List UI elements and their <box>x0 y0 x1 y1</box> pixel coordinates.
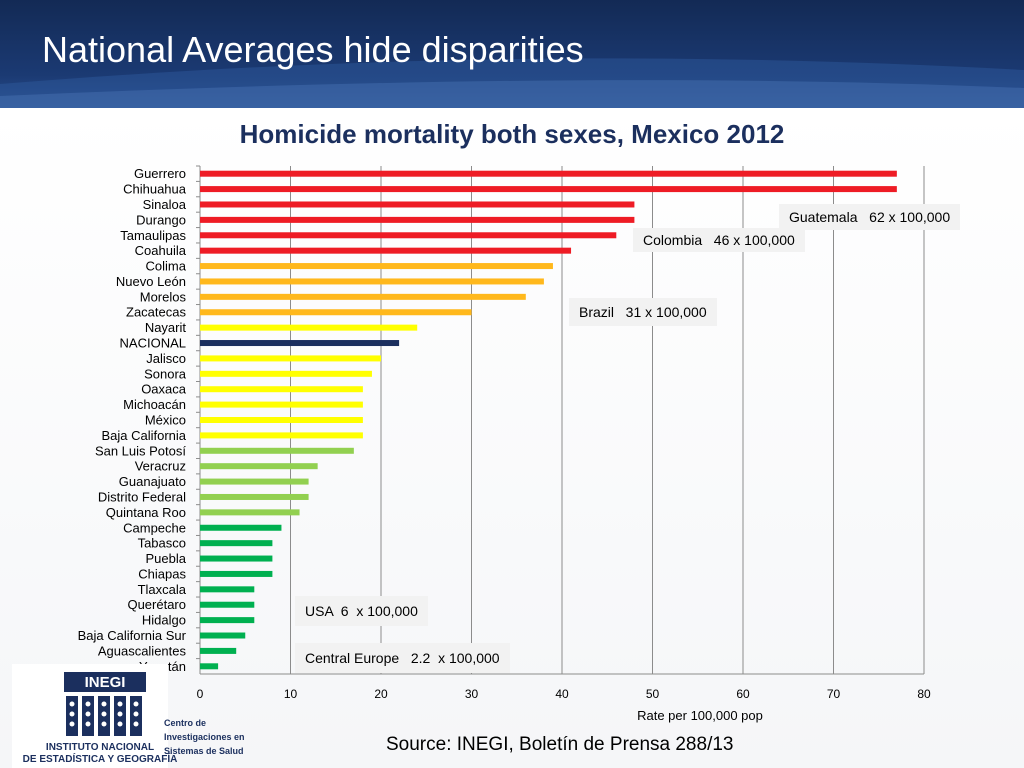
x-axis-label: Rate per 100,000 pop <box>637 708 763 723</box>
category-label: Coahuila <box>135 243 187 258</box>
bar <box>200 647 237 654</box>
category-label: Veracruz <box>135 459 186 474</box>
category-label: Sinaloa <box>143 197 187 212</box>
bar <box>200 309 472 316</box>
bar <box>200 463 318 470</box>
bar <box>200 617 255 624</box>
bar <box>200 524 282 531</box>
category-label: Nuevo León <box>116 274 186 289</box>
category-label: Sonora <box>144 366 187 381</box>
x-tick-label: 0 <box>197 687 204 701</box>
category-label: Chiapas <box>138 566 186 581</box>
x-tick-label: 40 <box>555 687 569 701</box>
category-label: Colima <box>146 259 187 274</box>
header-band <box>0 0 1024 108</box>
category-label: Durango <box>136 212 186 227</box>
bar <box>200 432 363 439</box>
bar <box>200 232 617 239</box>
category-label: Baja California <box>101 428 186 443</box>
category-label: Zacatecas <box>126 305 186 320</box>
bar <box>200 324 418 331</box>
category-label: San Luis Potosí <box>95 443 186 458</box>
bar <box>200 201 635 208</box>
partner-institution-text: Centro de Investigaciones en Sistemas de… <box>164 718 245 756</box>
bar <box>200 570 273 577</box>
bar <box>200 355 381 362</box>
category-label: Michoacán <box>123 397 186 412</box>
category-label: NACIONAL <box>120 336 186 351</box>
bar <box>200 401 363 408</box>
category-label: Jalisco <box>146 351 186 366</box>
category-label: Morelos <box>140 289 187 304</box>
bar <box>200 586 255 593</box>
category-label: Nayarit <box>145 320 187 335</box>
bar <box>200 509 300 516</box>
category-label: Distrito Federal <box>98 489 186 504</box>
inegi-logo: INEGI INSTITUTO NACIONAL DE ESTADÍSTICA … <box>12 664 177 768</box>
source-note: Source: INEGI, Boletín de Prensa 288/13 <box>386 734 734 755</box>
callout-guatemala: Guatemala 62 x 100,000 <box>779 204 961 230</box>
bar <box>200 370 372 377</box>
bar <box>200 493 309 500</box>
callout-usa: USA 6 x 100,000 <box>295 596 428 626</box>
x-tick-label: 10 <box>284 687 298 701</box>
slide-title: National Averages hide disparities <box>42 29 584 70</box>
category-label: Guanajuato <box>119 474 186 489</box>
bar <box>200 632 246 639</box>
bar <box>200 170 897 177</box>
bar <box>200 663 219 670</box>
header-swoosh <box>0 58 1024 108</box>
inegi-acronym: INEGI <box>85 674 126 691</box>
x-tick-label: 30 <box>465 687 479 701</box>
category-label: Puebla <box>146 551 187 566</box>
inegi-full-name: INSTITUTO NACIONAL DE ESTADÍSTICA Y GEOG… <box>22 742 178 765</box>
bar <box>200 216 635 223</box>
category-label: Campeche <box>123 520 186 535</box>
bar <box>200 278 544 285</box>
category-label: Baja California Sur <box>78 628 187 643</box>
chart-title: Homicide mortality both sexes, Mexico 20… <box>239 119 785 149</box>
category-label: Quintana Roo <box>106 505 186 520</box>
bar <box>200 540 273 547</box>
x-tick-label: 20 <box>374 687 388 701</box>
bar <box>200 340 400 347</box>
bar <box>200 555 273 562</box>
x-tick-label: 50 <box>646 687 660 701</box>
bar <box>200 247 572 254</box>
bar <box>200 263 553 270</box>
bar <box>200 417 363 423</box>
x-tick-label: 80 <box>917 687 931 701</box>
bar <box>200 386 363 393</box>
bar <box>200 293 526 300</box>
bar <box>200 186 897 193</box>
category-label: Tamaulipas <box>120 228 186 243</box>
category-label: Querétaro <box>127 597 186 612</box>
inegi-logo-mark-icon: INEGI <box>62 670 148 742</box>
category-label: México <box>145 413 186 428</box>
category-label: Tabasco <box>138 536 186 551</box>
x-tick-label: 60 <box>736 687 750 701</box>
category-label: Hidalgo <box>142 613 186 628</box>
bar <box>200 601 255 608</box>
category-label: Oaxaca <box>141 382 187 397</box>
callout-central-europe: Central Europe 2.2 x 100,000 <box>295 643 510 673</box>
category-label: Chihuahua <box>123 182 187 197</box>
category-label: Guerrero <box>134 166 186 181</box>
callout-colombia: Colombia 46 x 100,000 <box>633 228 805 252</box>
bar <box>200 447 354 454</box>
x-tick-label: 70 <box>827 687 841 701</box>
callout-brazil: Brazil 31 x 100,000 <box>569 298 717 326</box>
category-label: Tlaxcala <box>138 582 187 597</box>
bar <box>200 478 309 485</box>
category-label: Aguascalientes <box>98 643 187 658</box>
